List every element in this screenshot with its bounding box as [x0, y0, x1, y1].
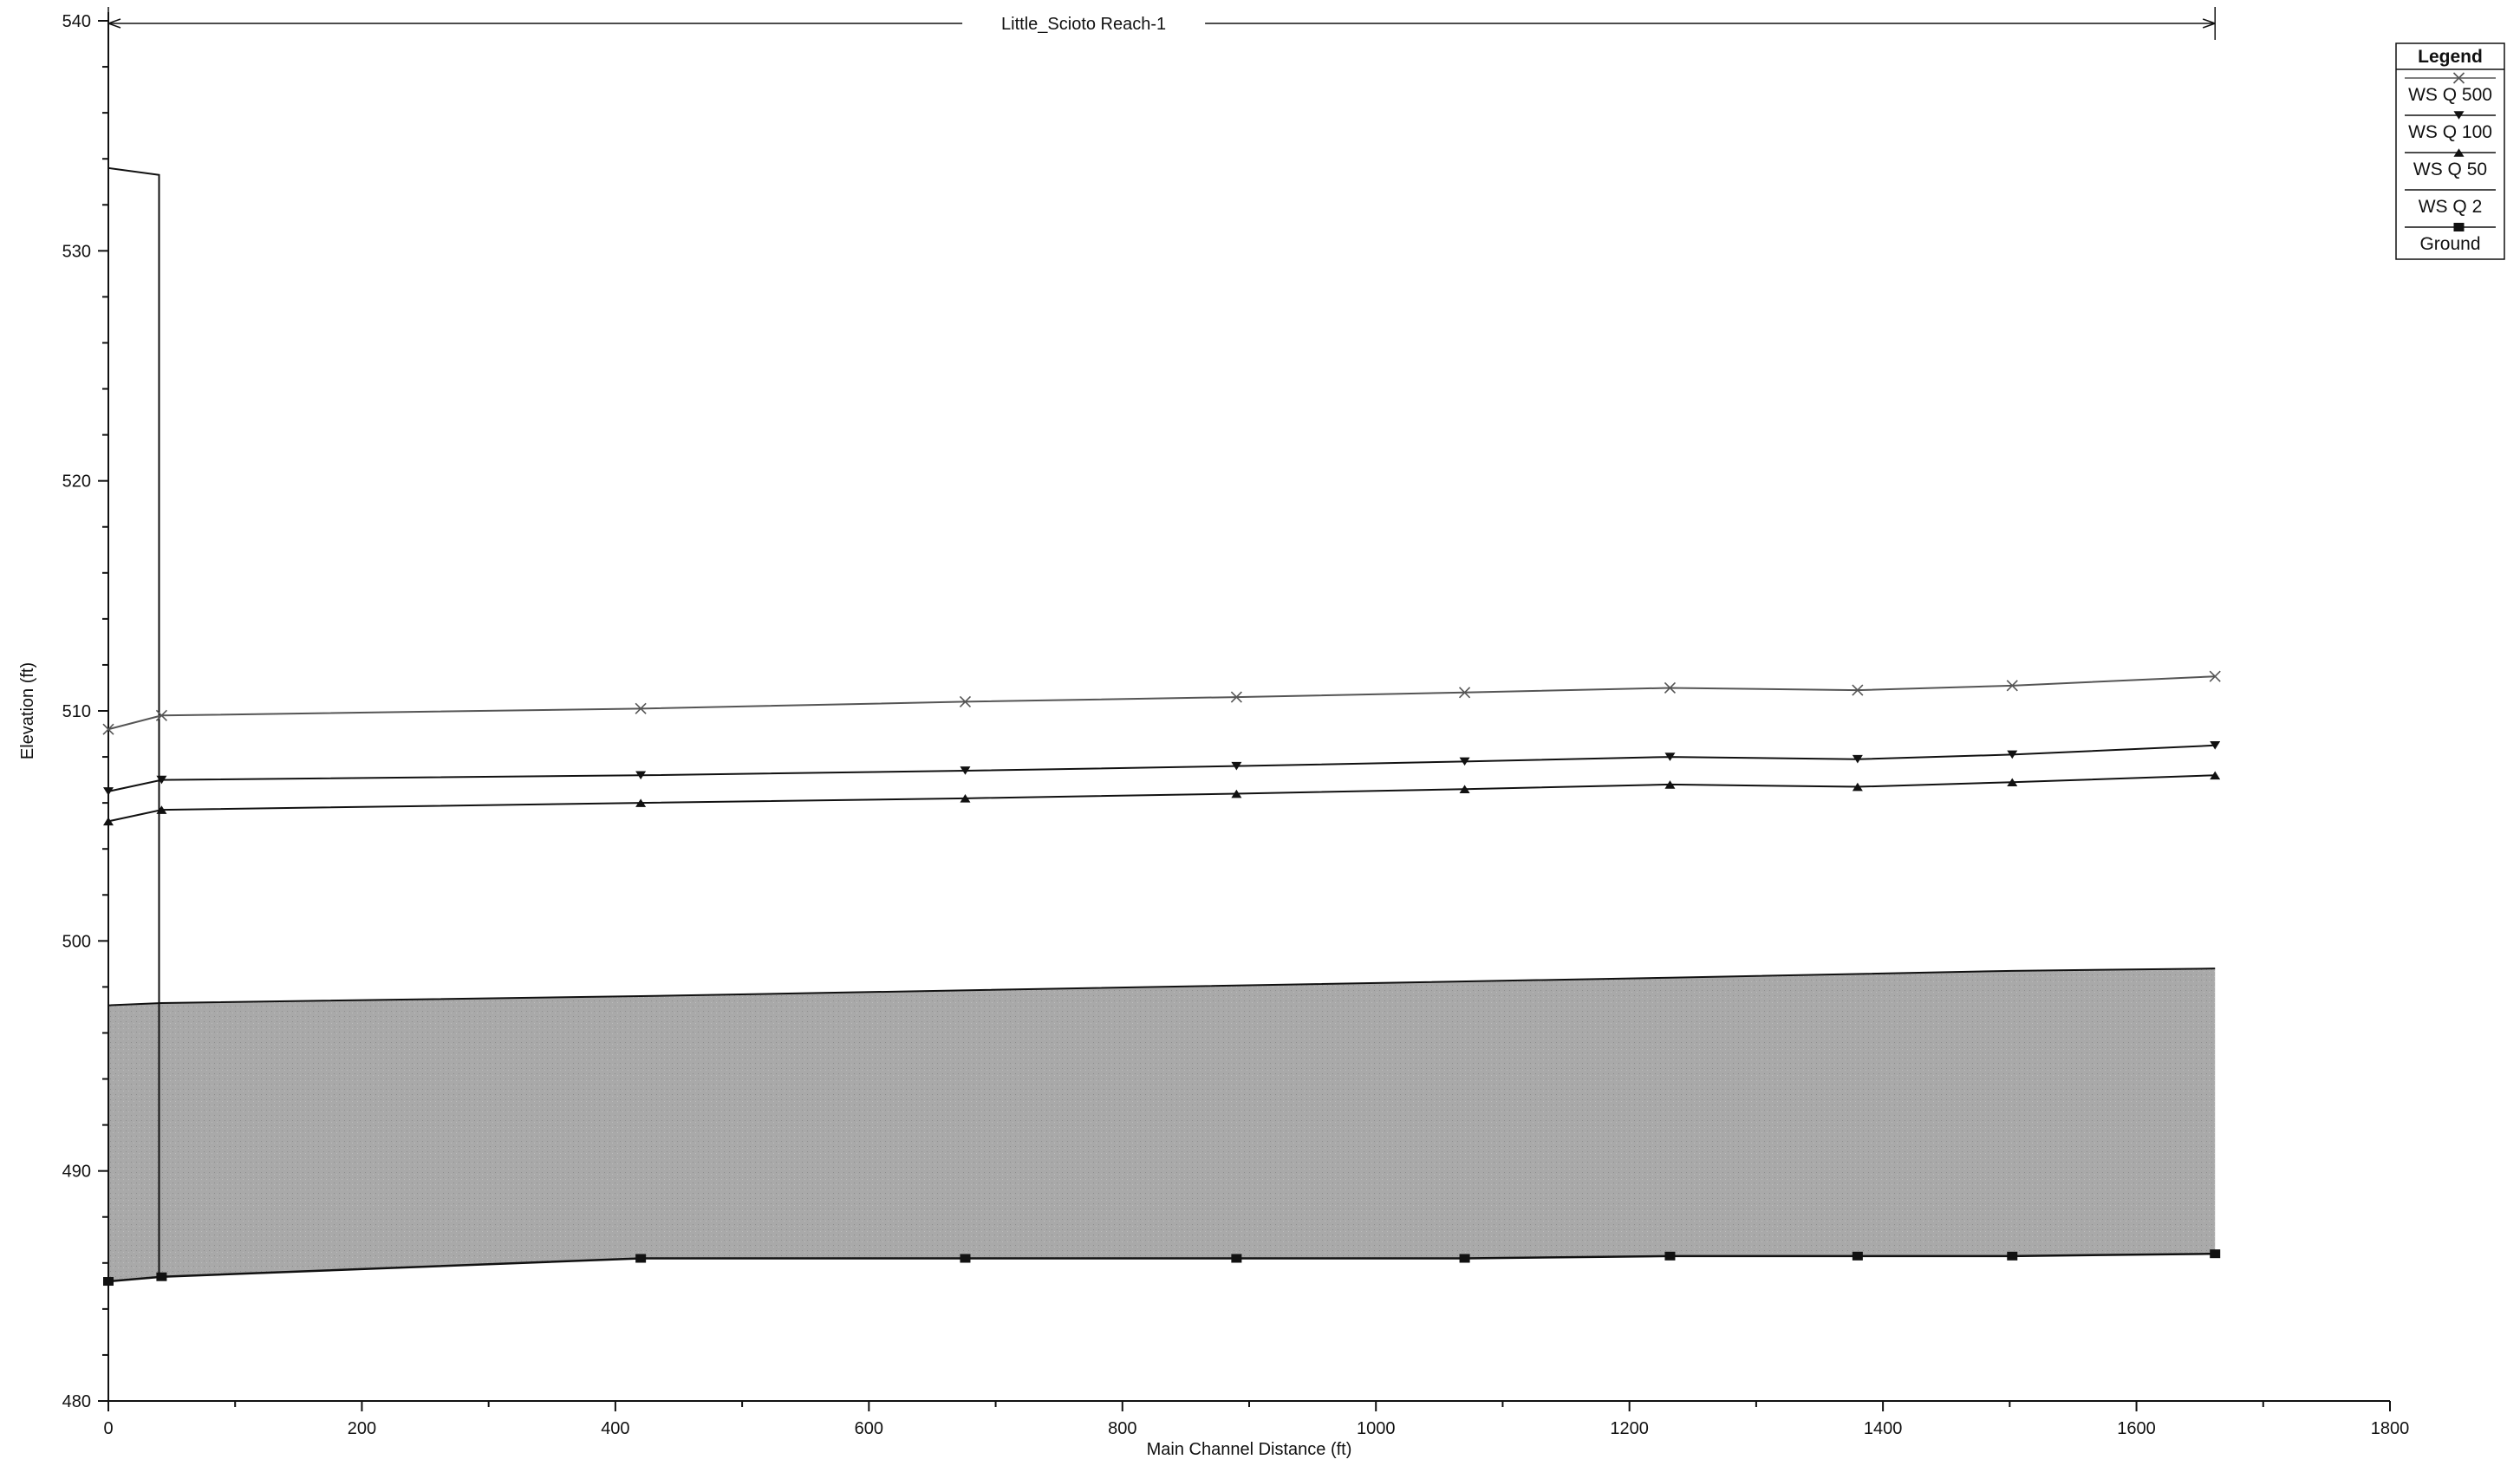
- legend-label: WS Q 50: [2413, 160, 2487, 179]
- series-ground: [103, 1249, 2221, 1287]
- series-layer: [102, 670, 2221, 1287]
- series-line: [107, 968, 2216, 1007]
- point-marker: [1459, 785, 1470, 794]
- y-tick-label: 490: [62, 1163, 91, 1182]
- point-marker: [960, 766, 971, 775]
- point-marker: [1231, 1254, 1242, 1263]
- point-marker: [103, 817, 114, 826]
- legend-box: [2395, 42, 2505, 260]
- point-marker: [635, 1254, 647, 1263]
- legend-label: WS Q 100: [2408, 122, 2492, 142]
- x-tick-label: 0: [103, 1419, 113, 1438]
- point-marker: [635, 798, 647, 807]
- point-marker: [2210, 771, 2221, 780]
- series-ws-q-100: [103, 741, 2221, 796]
- y-tick-label: 540: [62, 12, 91, 31]
- point-marker: [155, 709, 167, 721]
- point-marker: [1459, 687, 1471, 699]
- x-tick-label: 1200: [1610, 1419, 1649, 1438]
- point-marker: [2007, 778, 2018, 787]
- x-tick-label: 800: [1108, 1419, 1136, 1438]
- y-tick-label: 500: [62, 932, 91, 951]
- legend: Legend WS Q 500 WS Q 100 WS Q 50 WS Q 2 Groun…: [2395, 42, 2505, 260]
- point-marker: [1231, 761, 1242, 771]
- point-marker: [103, 1277, 114, 1287]
- x-tick-label: 1400: [1864, 1419, 1903, 1438]
- point-marker: [1459, 1254, 1470, 1263]
- y-tick-label: 520: [62, 472, 91, 492]
- point-marker: [2210, 1249, 2221, 1259]
- series-line: [107, 1252, 2216, 1283]
- legend-entry: Ground: [2405, 223, 2496, 254]
- x-tick-label: 600: [855, 1419, 883, 1438]
- point-marker: [1852, 1251, 1863, 1261]
- x-tick-label: 1000: [1357, 1419, 1396, 1438]
- reach-arrow-left: [107, 18, 121, 29]
- y-tick-label: 510: [62, 702, 91, 721]
- series-line: [107, 744, 2216, 792]
- legend-entry: WS Q 50: [2405, 148, 2496, 179]
- point-marker: [2453, 223, 2465, 231]
- point-marker: [156, 1272, 167, 1281]
- point-marker: [156, 805, 167, 814]
- reach-arrow-right: [2202, 18, 2216, 29]
- point-marker: [1852, 754, 1863, 764]
- point-marker: [2453, 148, 2465, 157]
- series-ws-q-500: [102, 670, 2221, 735]
- point-marker: [103, 787, 114, 796]
- reach-annotation: Little_Scioto Reach-1: [107, 7, 2216, 40]
- legend-title: Legend: [2418, 47, 2483, 67]
- series-line: [107, 675, 2216, 731]
- point-marker: [2210, 741, 2221, 750]
- point-marker: [102, 723, 114, 735]
- point-marker: [960, 794, 971, 803]
- series-ws-q-2: [107, 968, 2216, 1007]
- point-marker: [1664, 780, 1676, 789]
- legend-entry: WS Q 100: [2405, 111, 2496, 142]
- water-fill-area: [108, 968, 2216, 1282]
- point-marker: [1664, 681, 1677, 694]
- x-tick-label: 1800: [2371, 1419, 2410, 1438]
- point-marker: [1230, 691, 1242, 703]
- water-fill-layer: [108, 968, 2216, 1282]
- x-tick-label: 400: [601, 1419, 629, 1438]
- y-tick-label: 480: [62, 1392, 91, 1411]
- point-marker: [2007, 750, 2018, 759]
- point-marker: [2452, 72, 2465, 84]
- point-marker: [1459, 757, 1470, 766]
- axes-layer: 0 200 400 600 800 1000 1200 1400 1600 1800 480 490 5…: [62, 12, 2410, 1438]
- y-axis-title: Elevation (ft): [18, 662, 37, 759]
- reach-label: Little_Scioto Reach-1: [1001, 15, 1166, 34]
- point-marker: [960, 1254, 971, 1263]
- x-axis-title: Main Channel Distance (ft): [1147, 1440, 1352, 1459]
- x-tick-label: 1600: [2117, 1419, 2156, 1438]
- point-marker: [2453, 111, 2465, 120]
- series-ws-q-50: [103, 771, 2221, 826]
- legend-entry: WS Q 500: [2405, 72, 2496, 105]
- x-tick-label: 200: [348, 1419, 376, 1438]
- point-marker: [1231, 789, 1242, 798]
- legend-label: WS Q 500: [2408, 85, 2492, 105]
- point-marker: [2007, 1251, 2018, 1261]
- point-marker: [1664, 753, 1676, 761]
- point-marker: [2006, 680, 2018, 692]
- point-marker: [635, 702, 647, 714]
- legend-label: WS Q 2: [2419, 197, 2483, 217]
- legend-label: Ground: [2419, 234, 2480, 254]
- point-marker: [959, 695, 972, 707]
- point-marker: [2209, 670, 2221, 682]
- series-line: [107, 774, 2216, 823]
- point-marker: [1664, 1251, 1676, 1261]
- point-marker: [635, 771, 647, 780]
- y-tick-label: 530: [62, 242, 91, 261]
- point-marker: [156, 775, 167, 785]
- legend-entry: WS Q 2: [2405, 189, 2496, 217]
- point-marker: [1852, 782, 1863, 792]
- point-marker: [1852, 684, 1864, 696]
